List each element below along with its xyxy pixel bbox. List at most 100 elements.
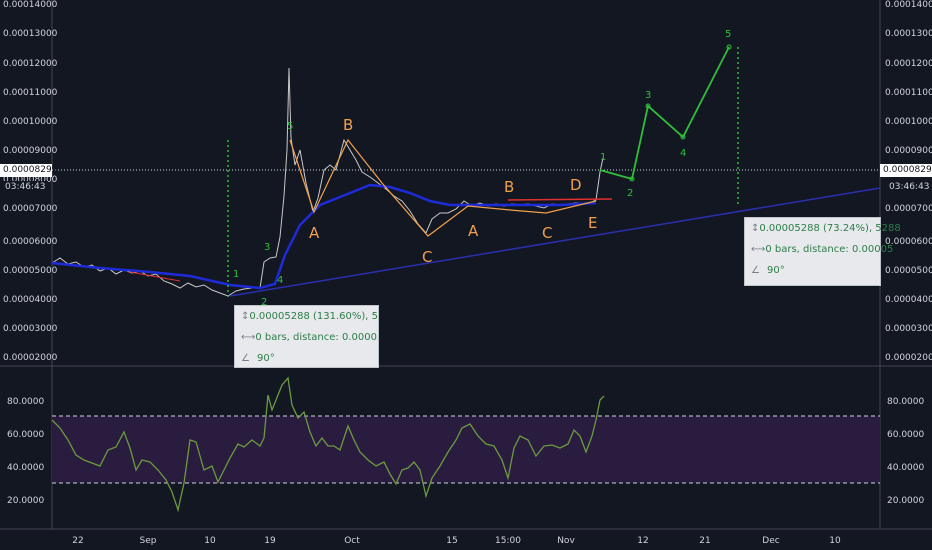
resistance-line[interactable] [507,198,613,201]
measure-angle-text: 90° [767,265,785,276]
time-tick-label: 15:00 [495,536,521,546]
angle-icon: ∠ [751,265,760,276]
projection-anchor[interactable] [645,103,651,109]
wave-label: 2 [261,297,267,308]
price-tick-label: 0.00012000 [3,59,58,69]
time-tick-label: 10 [829,536,841,546]
projection-anchor[interactable] [629,176,635,182]
measure-range-text: 0.00005288 (73.24%), 5288 [759,223,901,234]
measure-bars-text: 0 bars, distance: 0.00005 [255,332,379,343]
measure-bars-row: ⟷ 0 bars, distance: 0.00005 [745,239,893,260]
rsi-right-axis[interactable]: 80.0000 60.0000 40.0000 20.0000 [887,397,924,506]
price-tick-label: 0.00013000 [885,29,932,39]
price-tick-label: 0.00006000 [3,237,58,247]
trendline[interactable] [229,187,881,297]
measure-info-left[interactable]: ↕ 0.00005288 (131.60%), 5288 ⟷ 0 bars, d… [234,305,379,368]
price-tick-label: 0.00011000 [3,88,58,98]
pattern-label: A [309,224,320,242]
time-tick-label: Oct [344,536,360,546]
pattern-label: A [468,222,479,240]
measure-range-row: ↕ 0.00005288 (73.24%), 5288 [745,218,901,239]
projection-label: 5 [725,29,731,40]
measure-angle-text: 90° [257,353,275,364]
wave-label: 5 [287,121,293,132]
pattern-label: C [542,224,552,242]
pattern-label: D [570,176,582,194]
pattern-label: B [343,116,353,134]
wave-label: 4 [277,275,283,286]
projection-anchor[interactable] [726,44,732,50]
time-axis[interactable]: 22 Sep 10 19 Oct 15 15:00 Nov 12 21 Dec … [72,536,841,546]
measure-angle-row: ∠ 90° [745,260,880,281]
time-tick-label: 19 [264,536,276,546]
measure-bars-text: 0 bars, distance: 0.00005 [765,244,894,255]
left-price-axis[interactable]: 0.00014000 0.00013000 0.00012000 0.00011… [3,0,58,363]
countdown-tag-right: 03:46:43 [886,181,932,194]
time-tick-label: 10 [204,536,216,546]
price-tick-label: 0.00002000 [885,353,932,363]
time-tick-label: Dec [762,536,779,546]
price-tick-label: 0.00005000 [3,266,58,276]
vertical-range-icon: ↕ [241,311,250,322]
bars-distance-icon: ⟷ [241,332,256,343]
projection-anchor[interactable] [680,134,686,140]
rsi-left-axis[interactable]: 80.0000 60.0000 40.0000 20.0000 [7,397,44,506]
time-tick-label: Nov [557,536,575,546]
measure-range-row: ↕ 0.00005288 (131.60%), 5288 [235,306,378,327]
pattern-label: E [588,214,597,232]
rsi-tick-label: 80.0000 [887,397,924,407]
rsi-tick-label: 40.0000 [887,463,924,473]
rsi-tick-label: 40.0000 [7,463,44,473]
price-tick-label: 0.00007000 [3,204,58,214]
bars-distance-icon: ⟷ [751,244,766,255]
price-tick-label: 0.00004000 [3,295,58,305]
moving-average-line [51,183,597,290]
rsi-tick-label: 60.0000 [7,430,44,440]
price-tick-label: 0.00012000 [885,59,932,69]
price-tick-label: 0.00006000 [885,237,932,247]
price-tick-label: 0.00008000 [3,175,58,185]
price-tick-label: 0.00003000 [885,324,932,334]
rsi-line [51,376,605,513]
price-tick-label: 0.00011000 [885,88,932,98]
current-price-tag-left: 0.00008299 [0,164,57,177]
abcde-pattern[interactable] [289,138,597,237]
price-tick-label: 0.00009000 [885,146,932,156]
price-tick-label: 0.00004000 [885,295,932,305]
price-tick-label: 0.00005000 [885,266,932,276]
projection-label: 4 [680,148,686,159]
price-tick-label: 0.00013000 [3,29,58,39]
wave-projection[interactable] [599,46,730,181]
price-tick-label: 0.00007000 [885,204,932,214]
projection-label: 1 [600,152,606,163]
measure-range-text: 0.00005288 (131.60%), 5288 [249,311,379,322]
price-tick-label: 0.00002000 [3,353,58,363]
price-tick-label: 0.00010000 [3,117,58,127]
pattern-label: B [504,178,514,196]
time-tick-label: 21 [699,536,710,546]
price-tick-label: 0.00014000 [3,0,58,10]
pattern-label: C [422,248,432,266]
time-tick-label: Sep [140,536,157,546]
projection-label: 2 [627,188,633,199]
vertical-range-icon: ↕ [751,223,760,234]
time-tick-label: 12 [637,536,648,546]
price-tick-label: 0.00010000 [885,117,932,127]
right-price-axis[interactable]: 0.00014000 0.00013000 0.00012000 0.00011… [885,0,932,363]
countdown-tag-left: 03:46:43 [2,181,49,194]
price-tick-label: 0.00009000 [3,146,58,156]
price-tick-label: 0.00014000 [885,0,932,10]
time-tick-label: 15 [446,536,457,546]
rsi-band [52,416,880,483]
wave-label: 3 [264,242,270,253]
measure-angle-row: ∠ 90° [235,348,378,367]
projection-label: 3 [645,90,651,101]
measure-info-right[interactable]: ↕ 0.00005288 (73.24%), 5288 ⟷ 0 bars, di… [744,217,901,286]
rsi-tick-label: 80.0000 [7,397,44,407]
time-tick-label: 22 [72,536,83,546]
wave-label: 1 [233,269,239,280]
angle-icon: ∠ [241,353,250,364]
resistance-line[interactable] [129,271,181,282]
current-price-tag-right: 0.00008299 [880,164,932,177]
rsi-tick-label: 60.0000 [887,430,924,440]
